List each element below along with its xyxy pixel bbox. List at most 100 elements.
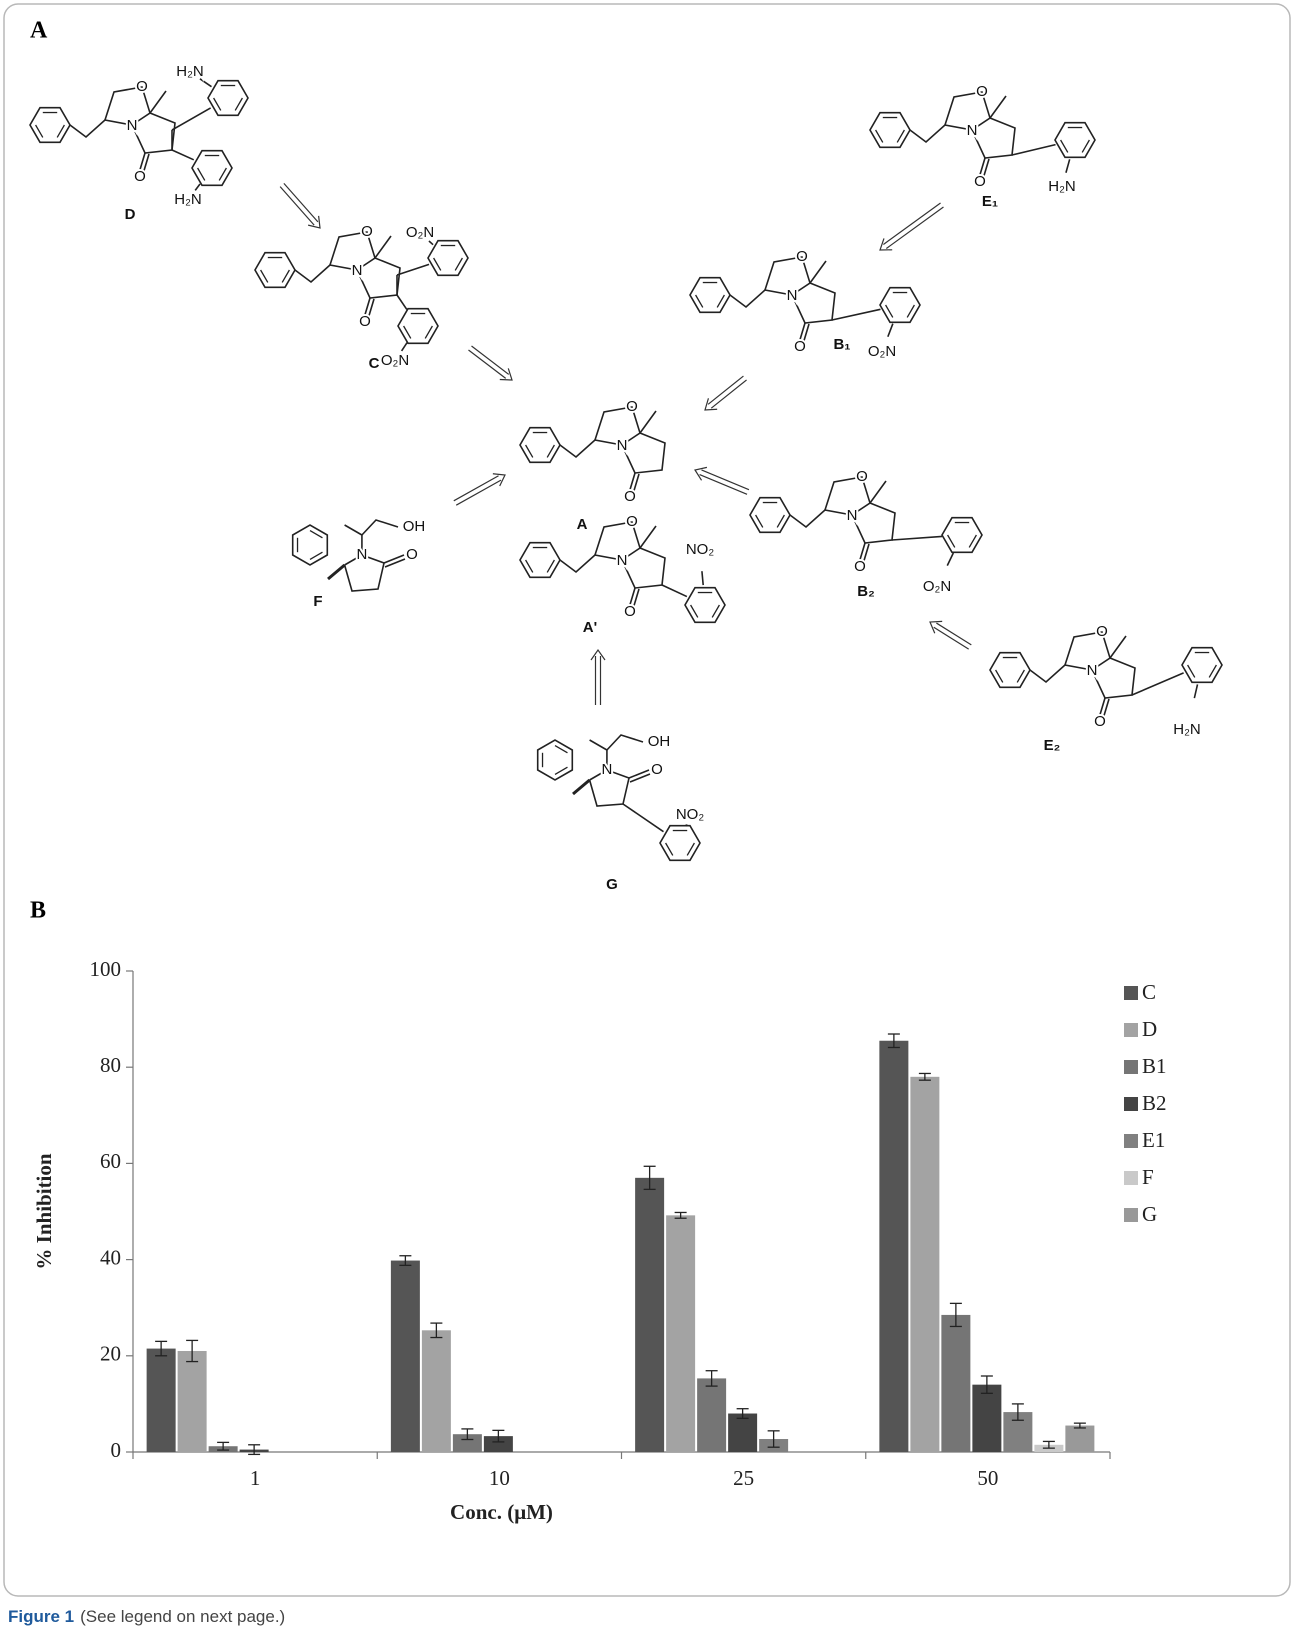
- bond: [665, 842, 674, 856]
- retro-arrow: [279, 186, 315, 226]
- bond: [428, 240, 434, 246]
- y-tick-label: 80: [100, 1053, 121, 1077]
- group-label: O₂N: [381, 352, 409, 369]
- retro-arrow-head: [694, 466, 708, 481]
- error-bar: [674, 1211, 687, 1219]
- bond: [589, 739, 608, 781]
- retro-arrow: [710, 379, 747, 409]
- bond: [763, 256, 811, 296]
- error-bar: [461, 1428, 474, 1441]
- bar-chart: 0 20 40 60 80 100 1 10 25 50 CD B1 B2 E1 FG Conc. (μM)%…: [32, 957, 1167, 1524]
- error-bar: [705, 1370, 718, 1387]
- bond: [906, 304, 915, 318]
- bond: [943, 91, 991, 131]
- retro-arrow-head: [929, 620, 943, 634]
- bond: [622, 803, 664, 833]
- bond: [632, 473, 640, 495]
- bond: [628, 472, 636, 494]
- bond: [1016, 669, 1025, 683]
- retro-arrow: [885, 206, 944, 249]
- bar: [697, 1378, 727, 1452]
- ring: [941, 516, 983, 554]
- bond: [356, 257, 401, 299]
- atom-label: N: [356, 546, 367, 563]
- legend-label: B2: [1142, 1091, 1167, 1115]
- compound-label: B₁: [833, 336, 850, 353]
- bond: [629, 773, 651, 783]
- atom-label: O: [856, 468, 868, 485]
- bond: [1193, 684, 1199, 699]
- compound-label: G: [606, 876, 618, 893]
- error-bar: [736, 1408, 749, 1419]
- bond: [374, 235, 392, 259]
- ring: [989, 651, 1031, 689]
- bond: [690, 604, 699, 618]
- bond: [809, 260, 827, 284]
- bond: [131, 112, 176, 154]
- legend-label: G: [1142, 1202, 1157, 1226]
- bond: [525, 444, 534, 458]
- bond: [1011, 143, 1056, 156]
- atom-label: O: [1094, 713, 1106, 730]
- bond: [171, 149, 195, 161]
- bond: [755, 514, 764, 528]
- legend-swatch: [1124, 1171, 1138, 1185]
- retro-arrow: [699, 474, 748, 495]
- y-tick-label: 40: [100, 1245, 121, 1269]
- bond: [384, 558, 406, 568]
- bond: [858, 542, 866, 564]
- bond: [546, 559, 555, 573]
- atom-label: N: [787, 287, 798, 304]
- bar: [421, 1330, 451, 1452]
- ring: [207, 79, 249, 117]
- retro-arrow-head: [499, 368, 513, 381]
- atom-label: N: [617, 437, 628, 454]
- atom-label: O: [624, 603, 636, 620]
- atom-label: N: [1087, 662, 1098, 679]
- bond: [344, 524, 363, 566]
- bond: [891, 535, 943, 541]
- y-tick-label: 20: [100, 1342, 121, 1366]
- bond: [149, 90, 167, 114]
- bond: [606, 734, 644, 751]
- legend-swatch: [1124, 986, 1138, 1000]
- bond: [327, 563, 346, 581]
- bond: [628, 769, 650, 779]
- bond: [875, 129, 884, 143]
- error-bar: [217, 1441, 230, 1451]
- atom-label: O: [794, 338, 806, 355]
- bond: [294, 264, 331, 284]
- bond: [729, 289, 766, 309]
- group-label: H₂N: [176, 63, 204, 80]
- ring: [879, 286, 921, 324]
- bond: [946, 552, 955, 566]
- retro-arrow: [453, 475, 499, 502]
- caption: Figure 1 (See legend on next page.): [8, 1607, 285, 1626]
- bond: [995, 669, 1004, 683]
- legend-label: B1: [1142, 1054, 1167, 1078]
- bond: [685, 823, 688, 827]
- error-bar: [248, 1444, 261, 1456]
- x-axis-title: Conc. (μM): [450, 1500, 553, 1524]
- bar: [390, 1260, 420, 1452]
- bond: [197, 167, 206, 181]
- bond: [1063, 631, 1111, 671]
- frame: [3, 3, 1291, 1597]
- bar: [666, 1215, 696, 1452]
- bond: [632, 588, 640, 610]
- error-bar: [949, 1302, 962, 1328]
- bond: [686, 842, 695, 856]
- bond: [639, 525, 657, 549]
- retro-arrow-head: [492, 473, 506, 487]
- bond: [1131, 672, 1184, 696]
- bond: [234, 97, 243, 111]
- retro-arrow-head: [307, 215, 321, 229]
- bond: [971, 117, 1016, 159]
- legend-label: C: [1142, 980, 1156, 1004]
- bond: [851, 502, 896, 544]
- compound-label: D: [125, 206, 136, 223]
- atom-label: O: [134, 168, 146, 185]
- bond: [1081, 139, 1090, 153]
- compound-label: C: [369, 355, 380, 372]
- retro-arrow-head: [704, 398, 718, 411]
